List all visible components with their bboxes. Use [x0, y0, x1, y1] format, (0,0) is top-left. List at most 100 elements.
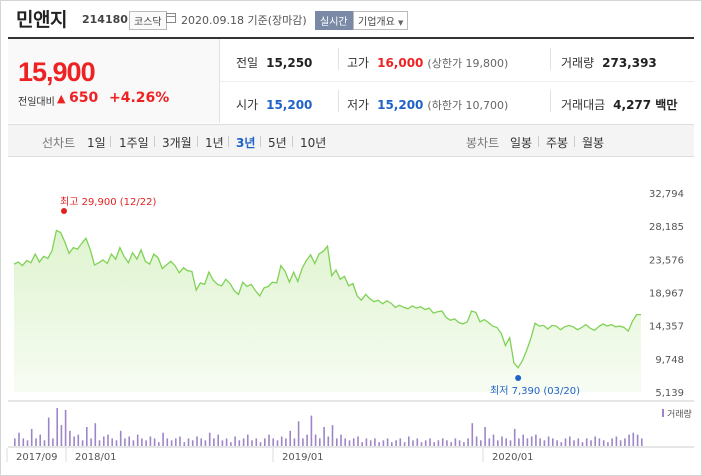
volume-bar — [344, 438, 346, 446]
volume-bar — [624, 438, 626, 446]
period-1w[interactable]: 1주일 — [119, 136, 149, 150]
volume-bar — [98, 440, 101, 446]
price-panel: 15,900 전일대비 ▲ 650 +4.26% — [8, 39, 220, 123]
volume-bar — [615, 436, 618, 446]
candle-daily[interactable]: 일봉 — [510, 136, 533, 150]
volume-bar — [39, 434, 41, 446]
y-tick-label: 14,357 — [649, 322, 684, 333]
y-tick-label: 9,748 — [655, 355, 684, 366]
volume-bar — [522, 434, 524, 446]
period-divider — [154, 136, 155, 147]
volume-bar — [539, 438, 541, 446]
date-basis: 기준(장마감) — [247, 14, 307, 27]
company-info-label: 기업개요 — [358, 17, 395, 28]
volume-bar — [111, 438, 113, 446]
line-chart-label: 선차트 — [42, 136, 76, 150]
volume-bar — [90, 438, 92, 446]
volume-bar — [319, 438, 321, 446]
volume-bar — [454, 438, 457, 446]
stock-code: 214180 — [82, 13, 128, 26]
volume-bar — [196, 436, 198, 446]
period-divider — [228, 136, 229, 147]
period-10y[interactable]: 10년 — [300, 136, 327, 150]
volume-bar — [518, 438, 520, 446]
volume-bar — [18, 432, 20, 446]
volume-bar — [352, 438, 355, 446]
volume-bar — [238, 440, 241, 446]
high-annotation: 최고 29,900 (12/22) — [60, 196, 156, 208]
open-value: 15,200 — [266, 98, 313, 112]
high-stat: 고가 16,000 (상한가 19,800) — [347, 54, 508, 71]
period-1d[interactable]: 1일 — [87, 136, 106, 150]
volume-bar — [119, 430, 122, 446]
period-3y[interactable]: 3년 — [236, 136, 256, 150]
volume-value: 273,393 — [602, 56, 657, 70]
volume-bar — [458, 440, 461, 446]
volume-bar — [293, 438, 296, 446]
price-line — [13, 229, 641, 369]
volume-bar — [636, 434, 639, 446]
up-triangle-icon: ▲ — [57, 92, 66, 105]
period-3m[interactable]: 3개월 — [162, 136, 192, 150]
candle-monthly[interactable]: 월봉 — [582, 136, 605, 150]
volume-bar — [183, 442, 186, 446]
upper-limit: (상한가 19,800) — [427, 57, 509, 70]
volume-bar — [149, 436, 152, 446]
volume-bar — [471, 423, 474, 446]
volume-bar — [52, 438, 54, 446]
period-1y[interactable]: 1년 — [205, 136, 224, 150]
volume-bar — [467, 438, 469, 446]
volume-bar — [619, 440, 622, 446]
volume-bar — [310, 415, 313, 446]
low-value: 15,200 — [377, 98, 424, 112]
volume-bar — [136, 434, 139, 446]
volume-bar — [14, 438, 16, 446]
amount-stat: 거래대금 4,277 백만 — [561, 96, 677, 113]
volume-bar — [191, 440, 194, 446]
volume-bar — [340, 434, 342, 446]
volume-bar — [208, 432, 211, 446]
volume-bar — [336, 438, 338, 446]
volume-bar — [289, 430, 291, 446]
volume-bar — [103, 436, 105, 446]
stat-divider — [550, 48, 551, 70]
volume-legend-label: 거래량 — [667, 408, 692, 420]
y-tick-label: 18,967 — [649, 288, 684, 299]
volume-bar — [158, 442, 160, 446]
volume-bar — [408, 436, 410, 446]
period-divider — [292, 136, 293, 147]
volume-bar — [43, 440, 46, 446]
amount-value: 4,277 백만 — [613, 98, 678, 112]
volume-bar — [433, 442, 435, 446]
volume-bar — [564, 438, 567, 446]
low-annotation: 최저 7,390 (03/20) — [490, 385, 580, 397]
volume-bar — [628, 434, 630, 446]
candle-weekly[interactable]: 주봉 — [546, 136, 569, 150]
volume-bar — [446, 440, 448, 446]
prev-close-value: 15,250 — [266, 56, 313, 70]
y-tick-label: 28,185 — [649, 222, 684, 233]
volume-bar — [81, 440, 84, 446]
volume-bar — [166, 438, 169, 446]
company-info-dropdown[interactable]: 기업개요 ▼ — [353, 11, 409, 30]
period-divider — [197, 136, 198, 147]
volume-bar — [187, 438, 190, 446]
volume-bar — [124, 438, 126, 446]
y-tick-label: 5,139 — [655, 388, 684, 399]
y-tick-label: 32,794 — [649, 189, 684, 200]
period-bar: 선차트 1일 1주일 3개월 1년 3년 5년 10년 봉차트 일봉 주봉 월봉 — [8, 124, 694, 157]
volume-bar — [374, 438, 376, 446]
period-5y[interactable]: 5년 — [268, 136, 287, 150]
volume-bar — [314, 434, 317, 446]
volume-bar — [285, 438, 287, 446]
period-divider — [110, 136, 111, 147]
volume-bar — [420, 442, 423, 446]
realtime-button[interactable]: 실시간 — [315, 11, 353, 30]
amount-label: 거래대금 — [561, 98, 606, 112]
x-tick-label: 2017/09 — [16, 452, 58, 463]
volume-bar — [386, 438, 389, 446]
volume-bar — [391, 442, 393, 446]
volume-bar — [64, 409, 67, 446]
x-tick-label: 2020/01 — [492, 452, 534, 463]
